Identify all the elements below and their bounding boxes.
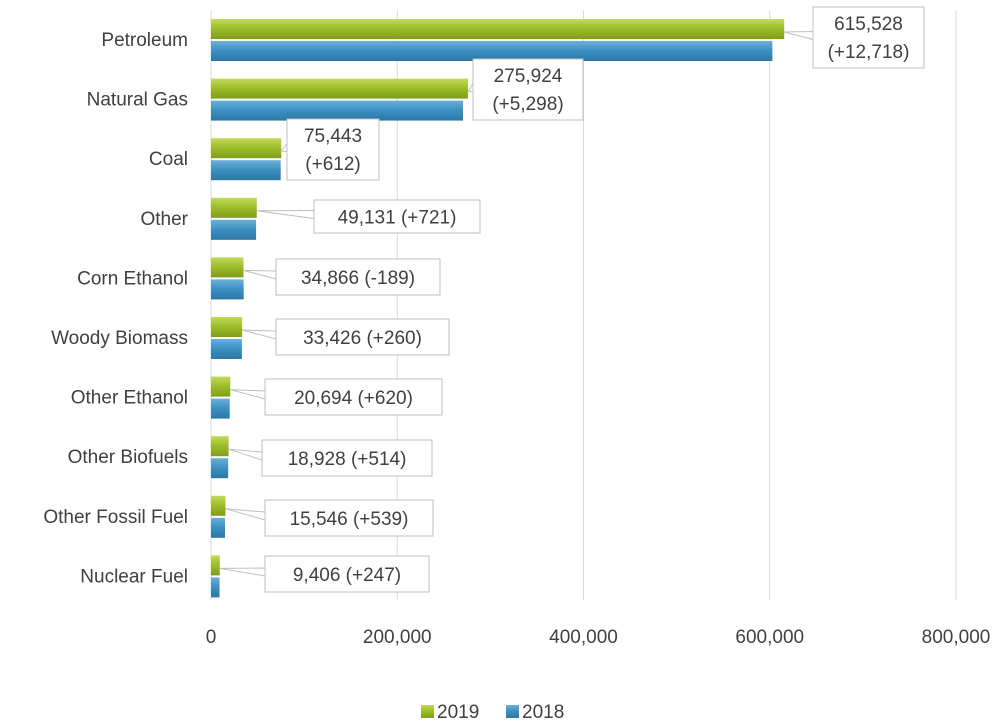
data-label: (+612) bbox=[305, 154, 360, 175]
x-tick-label: 600,000 bbox=[735, 627, 804, 648]
category-label: Other Biofuels bbox=[68, 447, 188, 468]
callout-box bbox=[472, 58, 584, 121]
callout-box bbox=[264, 555, 430, 593]
callout-leader bbox=[280, 141, 288, 153]
bar-2019 bbox=[211, 495, 226, 516]
data-label: (+5,298) bbox=[492, 94, 563, 115]
category-label: Nuclear Fuel bbox=[80, 566, 188, 587]
bar-2018 bbox=[211, 41, 773, 61]
bar-2019 bbox=[211, 317, 243, 337]
category-label: Petroleum bbox=[101, 30, 188, 51]
data-label: 275,924 bbox=[494, 66, 563, 87]
legend-swatch-2018 bbox=[506, 705, 519, 718]
data-label: (+12,718) bbox=[828, 42, 910, 63]
x-tick-label: 400,000 bbox=[549, 627, 618, 648]
callout-leader bbox=[784, 30, 814, 41]
callout-box bbox=[264, 378, 443, 416]
callout-leader bbox=[225, 508, 266, 521]
bar-2019 bbox=[211, 78, 468, 99]
legend: 2019 2018 bbox=[421, 702, 564, 723]
callout-leader bbox=[256, 209, 315, 220]
data-label: 20,694 (+620) bbox=[294, 388, 413, 409]
bar-2019 bbox=[211, 436, 229, 457]
legend-swatch-2019 bbox=[421, 705, 434, 718]
data-label: 49,131 (+721) bbox=[338, 208, 457, 229]
callout-box bbox=[313, 199, 481, 234]
bar-2018 bbox=[211, 517, 225, 538]
category-label: Coal bbox=[149, 149, 188, 170]
category-labels: Petroleum Natural Gas Coal Other Corn Ethano… bbox=[43, 30, 188, 587]
x-axis-ticks: 0 200,000 400,000 600,000 800,000 bbox=[206, 627, 991, 648]
bar-2019 bbox=[211, 197, 257, 218]
callout-leader bbox=[467, 81, 474, 93]
bar-2018 bbox=[211, 160, 281, 181]
bar-2019 bbox=[211, 555, 220, 576]
callout-box bbox=[812, 6, 925, 69]
x-tick-label: 200,000 bbox=[363, 627, 432, 648]
category-label: Other Fossil Fuel bbox=[43, 507, 188, 528]
data-callouts: 615,528 (+12,718) 275,924 (+5,298) 75,443 (+6… bbox=[219, 6, 925, 593]
category-label: Natural Gas bbox=[87, 90, 188, 111]
bar-2018 bbox=[211, 398, 230, 419]
callout-leader bbox=[243, 269, 277, 280]
bar-2018 bbox=[211, 458, 229, 479]
callout-box bbox=[261, 439, 433, 477]
callout-leader bbox=[241, 329, 277, 340]
callout-leader bbox=[228, 448, 263, 461]
callout-box bbox=[264, 499, 434, 537]
callout-box bbox=[275, 318, 450, 356]
category-label: Other bbox=[140, 209, 188, 230]
bar-2018 bbox=[211, 339, 242, 359]
bar-2018 bbox=[211, 100, 464, 121]
bar-2019 bbox=[211, 19, 785, 39]
data-label: 34,866 (-189) bbox=[301, 268, 415, 289]
bar-2018 bbox=[211, 577, 220, 598]
data-label: 33,426 (+260) bbox=[303, 328, 422, 349]
bar-2018 bbox=[211, 219, 257, 240]
data-label: 615,528 bbox=[834, 14, 903, 35]
data-label: 75,443 bbox=[304, 126, 362, 147]
category-label: Woody Biomass bbox=[51, 328, 188, 349]
bar-2019 bbox=[211, 138, 282, 159]
bar-2018 bbox=[211, 279, 244, 300]
bars bbox=[211, 19, 785, 598]
bar-2019 bbox=[211, 376, 231, 397]
legend-label: 2018 bbox=[522, 702, 564, 723]
callout-box bbox=[275, 258, 441, 296]
data-label: 15,546 (+539) bbox=[290, 509, 409, 530]
legend-label: 2019 bbox=[437, 702, 479, 723]
data-label: 18,928 (+514) bbox=[288, 449, 407, 470]
callout-leader bbox=[219, 567, 266, 577]
callout-leader bbox=[230, 389, 266, 400]
bar-2019 bbox=[211, 257, 244, 278]
category-label: Other Ethanol bbox=[71, 388, 188, 409]
callout-box bbox=[286, 118, 380, 181]
category-label: Corn Ethanol bbox=[77, 268, 188, 289]
x-tick-label: 0 bbox=[206, 627, 217, 648]
x-tick-label: 800,000 bbox=[922, 627, 991, 648]
data-label: 9,406 (+247) bbox=[293, 565, 401, 586]
